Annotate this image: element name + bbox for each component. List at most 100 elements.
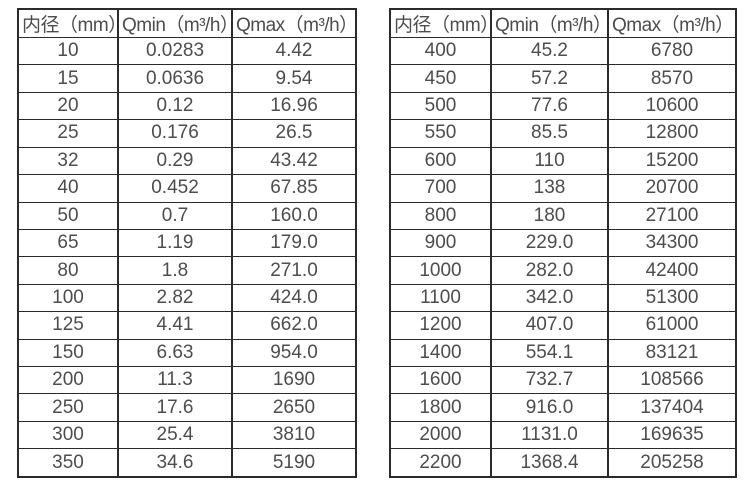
table-cell: 42400 xyxy=(607,256,737,285)
table-cell: 5190 xyxy=(231,448,357,478)
table-row: 800 180 27100 xyxy=(389,201,737,230)
header-inner-diameter: 内径（mm） xyxy=(389,8,492,38)
table-cell: 300 xyxy=(17,420,119,450)
table-cell: 407.0 xyxy=(490,311,609,340)
header-qmax: Qmax（m³/h） xyxy=(607,8,737,38)
table-cell: 1000 xyxy=(389,256,492,285)
table-cell: 662.0 xyxy=(231,311,357,340)
table-row: 65 1.19 179.0 xyxy=(17,228,357,258)
table-cell: 138 xyxy=(490,174,609,203)
table-cell: 250 xyxy=(17,393,119,422)
table-cell: 10 xyxy=(17,36,119,66)
table-row: 2200 1368.4 205258 xyxy=(389,448,737,478)
header-qmax: Qmax（m³/h） xyxy=(231,8,357,38)
table-row: 500 77.6 10600 xyxy=(389,91,737,121)
table-header-row: 内径（mm） Qmin（m³/h） Qmax（m³/h） xyxy=(17,8,357,38)
table-cell: 554.1 xyxy=(490,338,609,368)
table-cell: 110 xyxy=(490,146,609,176)
table-row: 40 0.452 67.85 xyxy=(17,174,357,203)
table-cell: 50 xyxy=(17,201,119,230)
table-cell: 83121 xyxy=(607,338,737,368)
table-cell: 25 xyxy=(17,119,119,148)
table-row: 15 0.0636 9.54 xyxy=(17,64,357,93)
table-cell: 600 xyxy=(389,146,492,176)
table-cell: 954.0 xyxy=(231,338,357,368)
table-cell: 271.0 xyxy=(231,256,357,285)
table-row: 1100 342.0 51300 xyxy=(389,283,737,313)
table-cell: 179.0 xyxy=(231,228,357,258)
table-row: 32 0.29 43.42 xyxy=(17,146,357,176)
flow-table-small-diameters: 内径（mm） Qmin（m³/h） Qmax（m³/h） 10 0.0283 4.4… xyxy=(17,8,357,478)
table-row: 1600 732.7 108566 xyxy=(389,366,737,395)
table-row: 700 138 20700 xyxy=(389,174,737,203)
table-cell: 67.85 xyxy=(231,174,357,203)
table-row: 300 25.4 3810 xyxy=(17,420,357,450)
table-cell: 57.2 xyxy=(490,64,609,93)
table-cell: 500 xyxy=(389,91,492,121)
table-cell: 0.29 xyxy=(117,146,233,176)
table-cell: 32 xyxy=(17,146,119,176)
table-cell: 1.19 xyxy=(117,228,233,258)
table-cell: 2000 xyxy=(389,420,492,450)
flow-table-large-diameters: 内径（mm） Qmin（m³/h） Qmax（m³/h） 400 45.2 6780… xyxy=(389,8,737,478)
table-cell: 800 xyxy=(389,201,492,230)
table-cell: 1800 xyxy=(389,393,492,422)
table-cell: 200 xyxy=(17,366,119,395)
table-cell: 85.5 xyxy=(490,119,609,148)
table-cell: 43.42 xyxy=(231,146,357,176)
table-row: 20 0.12 16.96 xyxy=(17,91,357,121)
table-row: 550 85.5 12800 xyxy=(389,119,737,148)
table-row: 1400 554.1 83121 xyxy=(389,338,737,368)
table-cell: 61000 xyxy=(607,311,737,340)
table-cell: 11.3 xyxy=(117,366,233,395)
table-cell: 1131.0 xyxy=(490,420,609,450)
table-cell: 6.63 xyxy=(117,338,233,368)
table-cell: 15 xyxy=(17,64,119,93)
table-cell: 1600 xyxy=(389,366,492,395)
table-row: 1000 282.0 42400 xyxy=(389,256,737,285)
table-cell: 51300 xyxy=(607,283,737,313)
table-cell: 916.0 xyxy=(490,393,609,422)
table-cell: 137404 xyxy=(607,393,737,422)
table-row: 400 45.2 6780 xyxy=(389,36,737,66)
table-cell: 0.12 xyxy=(117,91,233,121)
table-cell: 342.0 xyxy=(490,283,609,313)
table-cell: 350 xyxy=(17,448,119,478)
table-cell: 550 xyxy=(389,119,492,148)
table-cell: 732.7 xyxy=(490,366,609,395)
table-cell: 17.6 xyxy=(117,393,233,422)
table-cell: 6780 xyxy=(607,36,737,66)
table-cell: 1.8 xyxy=(117,256,233,285)
table-cell: 2.82 xyxy=(117,283,233,313)
table-cell: 180 xyxy=(490,201,609,230)
table-cell: 20700 xyxy=(607,174,737,203)
table-cell: 0.176 xyxy=(117,119,233,148)
table-cell: 80 xyxy=(17,256,119,285)
table-row: 900 229.0 34300 xyxy=(389,228,737,258)
table-cell: 1368.4 xyxy=(490,448,609,478)
table-cell: 205258 xyxy=(607,448,737,478)
table-cell: 20 xyxy=(17,91,119,121)
table-cell: 424.0 xyxy=(231,283,357,313)
table-cell: 10600 xyxy=(607,91,737,121)
table-cell: 65 xyxy=(17,228,119,258)
table-cell: 1400 xyxy=(389,338,492,368)
table-cell: 0.0283 xyxy=(117,36,233,66)
table-cell: 3810 xyxy=(231,420,357,450)
table-cell: 125 xyxy=(17,311,119,340)
table-cell: 1690 xyxy=(231,366,357,395)
table-cell: 8570 xyxy=(607,64,737,93)
table-row: 80 1.8 271.0 xyxy=(17,256,357,285)
table-cell: 34300 xyxy=(607,228,737,258)
table-row: 50 0.7 160.0 xyxy=(17,201,357,230)
table-cell: 2650 xyxy=(231,393,357,422)
table-cell: 12800 xyxy=(607,119,737,148)
table-cell: 15200 xyxy=(607,146,737,176)
table-row: 1200 407.0 61000 xyxy=(389,311,737,340)
header-qmin: Qmin（m³/h） xyxy=(490,8,609,38)
table-cell: 0.452 xyxy=(117,174,233,203)
table-cell: 700 xyxy=(389,174,492,203)
table-cell: 26.5 xyxy=(231,119,357,148)
table-row: 2000 1131.0 169635 xyxy=(389,420,737,450)
table-cell: 2200 xyxy=(389,448,492,478)
